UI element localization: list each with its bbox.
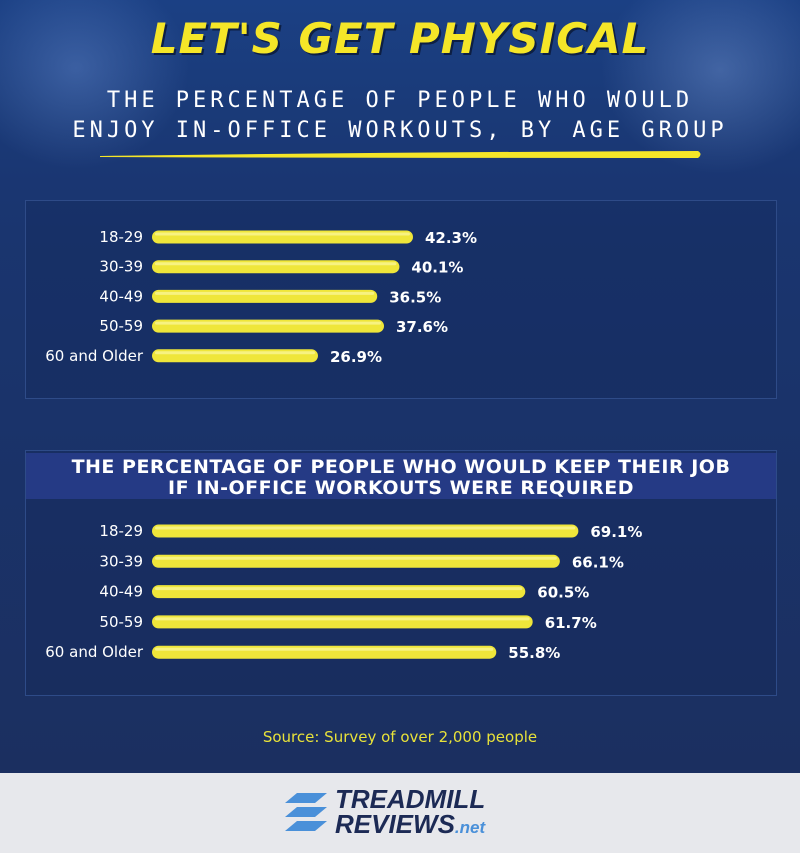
value-label: 42.3% [425,229,477,247]
title-underline [100,151,701,158]
bar [152,645,497,659]
stripes-logo-icon [285,793,327,831]
office-man-photo [0,0,190,170]
bar-highlight [155,351,315,355]
value-label: 55.8% [508,644,560,662]
subtitle-line-1: THE PERCENTAGE OF PEOPLE WHO WOULD [106,88,694,113]
bar [152,260,400,274]
page-subtitle: THE PERCENTAGE OF PEOPLE WHO WOULD ENJOY… [70,86,730,146]
value-label: 69.1% [590,523,642,541]
panel-title-line-1: THE PERCENTAGE OF PEOPLE WHO WOULD KEEP … [71,456,731,478]
value-label: 40.1% [411,259,463,277]
bar-highlight [155,291,375,295]
bar [152,585,526,599]
category-label: 30-39 [99,258,143,276]
bar [152,524,579,538]
logo-net: .net [454,818,486,837]
bar-highlight [155,526,576,530]
bar-highlight [155,647,494,651]
value-label: 60.5% [537,584,589,602]
logo-wordmark[interactable]: TREADMILL REVIEWS.net [335,784,486,840]
bar-highlight [155,262,397,266]
logo-reviews: REVIEWS [335,809,455,839]
bar [152,319,384,333]
category-label: 60 and Older [45,643,144,661]
footer: TREADMILL REVIEWS.net [0,773,800,853]
panel-title: THE PERCENTAGE OF PEOPLE WHO WOULD KEEP … [26,457,776,499]
value-label: 26.9% [330,348,382,366]
bar [152,349,318,363]
logo-line-1: TREADMILL [335,784,486,814]
bar-charts: 18-29 42.3% 30-39 40.1% 40-49 36.5% 50-59 37.6%… [45,228,642,662]
value-label: 36.5% [389,288,441,306]
panel-title-line-2: IF IN-OFFICE WORKOUTS WERE REQUIRED [168,477,634,499]
bar [152,289,378,303]
stretching-woman-photo [600,0,800,175]
chart-panel-keep-job: THE PERCENTAGE OF PEOPLE WHO WOULD KEEP … [25,450,777,696]
bar [152,615,533,629]
panel-title-bar [26,453,776,499]
category-label: 18-29 [99,228,143,246]
logo-line-2: REVIEWS.net [335,809,486,840]
category-label: 30-39 [99,552,143,570]
category-label: 18-29 [99,522,143,540]
page-title: LET'S GET PHYSICAL [150,14,650,63]
bar-highlight [155,617,530,621]
subtitle-line-2: ENJOY IN-OFFICE WORKOUTS, BY AGE GROUP [72,118,728,143]
category-label: 40-49 [99,287,143,305]
bar-highlight [155,587,523,591]
category-label: 50-59 [99,613,143,631]
category-label: 60 and Older [45,347,144,365]
category-label: 40-49 [99,583,143,601]
infographic: LET'S GET PHYSICAL THE PERCENTAGE OF PEO… [0,0,800,773]
bar-highlight [155,556,557,560]
chart-enjoy: 18-29 42.3% 30-39 40.1% 40-49 36.5% 50-59 37.6%… [45,228,477,366]
chart-keep-job: 18-29 69.1% 30-39 66.1% 40-49 60.5% 50-59 61.7%… [45,522,642,662]
bar [152,554,560,568]
value-label: 66.1% [572,553,624,571]
value-label: 37.6% [396,318,448,336]
bar-highlight [155,321,381,325]
source-note: Source: Survey of over 2,000 people [262,728,538,746]
bar [152,230,413,244]
value-label: 61.7% [545,614,597,632]
category-label: 50-59 [99,317,143,335]
bar-highlight [155,232,410,236]
